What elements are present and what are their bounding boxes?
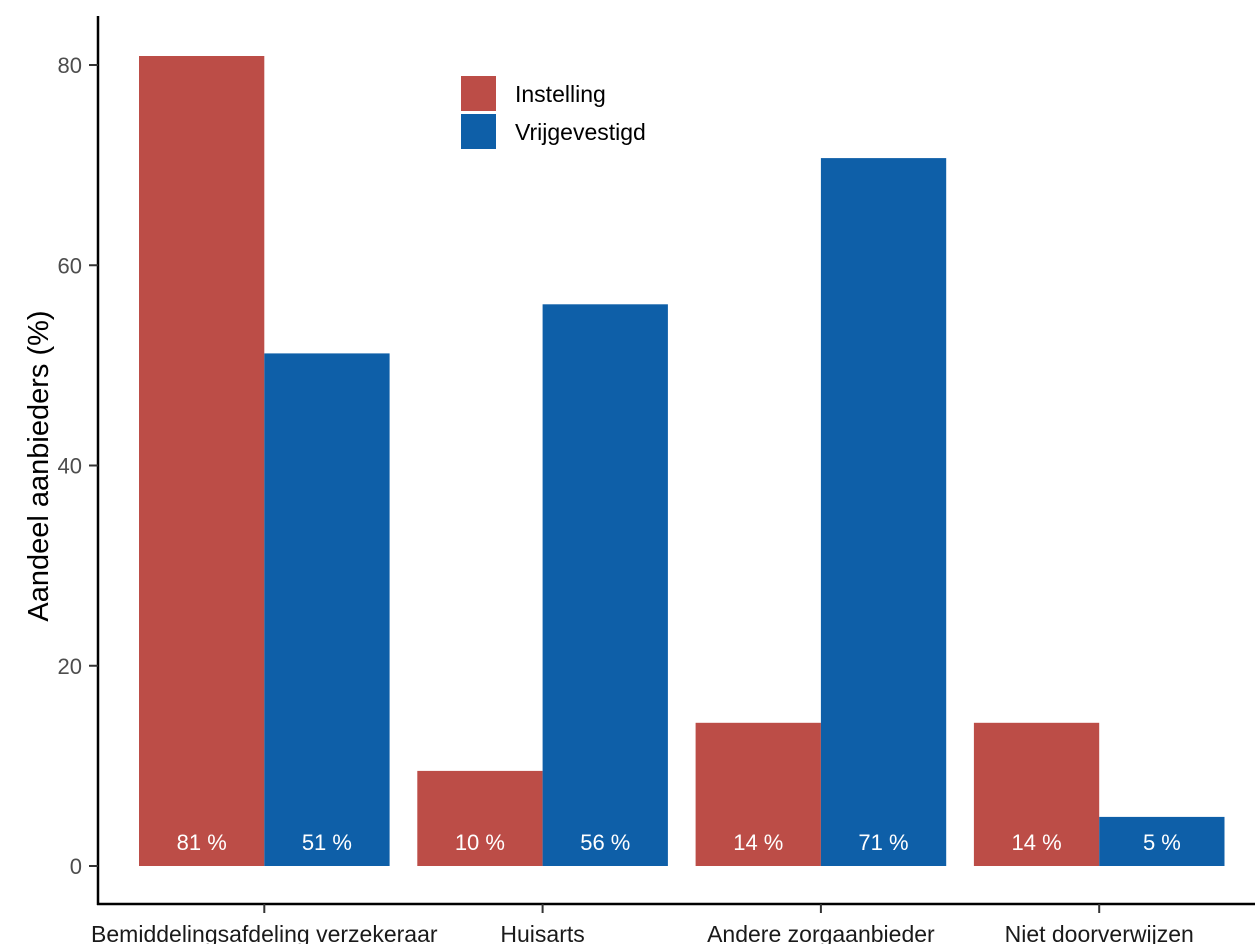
data-label-vrijgevestigd-4: 5 % — [1143, 830, 1181, 855]
y-axis-title: Aandeel aanbieders (%) — [23, 310, 55, 621]
bar-vrijgevestigd-3 — [820, 158, 947, 867]
bar-vrijgevestigd-4 — [1099, 816, 1225, 866]
bars-layer — [139, 56, 1225, 867]
bar-vrijgevestigd-2 — [542, 304, 668, 866]
legend-label-vrijgevestigd: Vrijgevestigd — [515, 119, 646, 145]
bar-instelling-4 — [973, 722, 1100, 866]
y-tick-label: 60 — [58, 253, 82, 278]
x-tick-label: Bemiddelingsafdeling verzekeraar — [91, 921, 438, 944]
data-label-vrijgevestigd-2: 56 % — [580, 830, 630, 855]
bar-instelling-2 — [417, 770, 543, 866]
data-label-instelling-3: 14 % — [733, 830, 783, 855]
bar-instelling-3 — [695, 722, 821, 866]
x-ticks-layer: Bemiddelingsafdeling verzekeraar Huisarts… — [91, 904, 1194, 944]
data-label-instelling-2: 10 % — [455, 830, 505, 855]
legend-swatch-vrijgevestigd — [461, 114, 496, 149]
y-tick-label: 40 — [58, 454, 82, 479]
y-ticks-layer: 0 20 40 60 80 — [58, 53, 98, 879]
y-tick-label: 20 — [58, 654, 82, 679]
legend-swatch-instelling — [461, 76, 496, 111]
data-label-instelling-1: 81 % — [177, 830, 227, 855]
y-tick-label: 80 — [58, 53, 82, 78]
legend: Instelling Vrijgevestigd — [461, 76, 646, 149]
legend-label-instelling: Instelling — [515, 81, 606, 107]
data-labels-layer: 81 % 51 % 10 % 56 % 14 % 71 % 14 % 5 % — [177, 830, 1181, 855]
data-label-vrijgevestigd-3: 71 % — [858, 830, 908, 855]
data-label-vrijgevestigd-1: 51 % — [302, 830, 352, 855]
data-label-instelling-4: 14 % — [1012, 830, 1062, 855]
x-tick-label: Andere zorgaanbieder — [707, 921, 935, 944]
bar-instelling-1 — [139, 56, 265, 866]
x-tick-label: Huisarts — [500, 921, 584, 944]
x-tick-label: Niet doorverwijzen — [1005, 921, 1194, 944]
bar-vrijgevestigd-1 — [264, 353, 390, 866]
y-tick-label: 0 — [70, 854, 82, 879]
